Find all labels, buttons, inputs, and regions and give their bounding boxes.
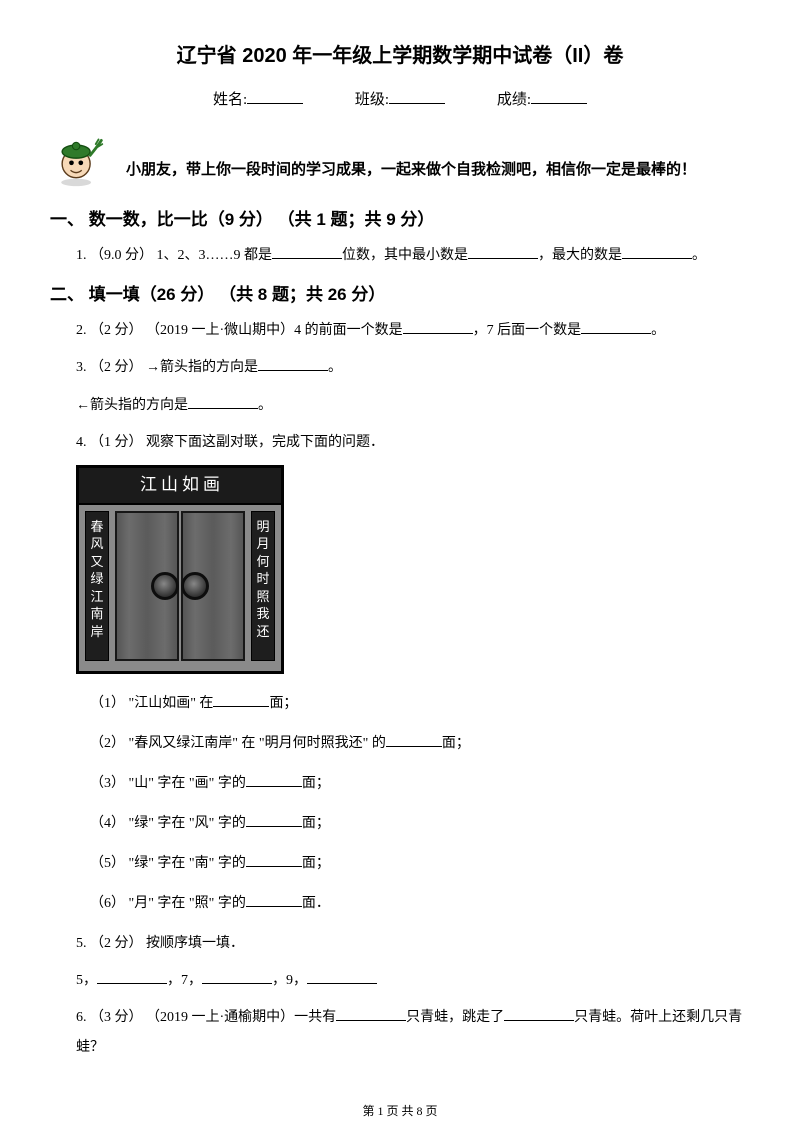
q5-blank-3[interactable] [307,970,377,984]
s2-blank[interactable] [386,733,442,747]
s6-b: 面． [302,896,330,911]
s1-a: （1） "江山如画" 在 [90,696,213,711]
q6-a: 6. （3 分） （2019 一上·通榆期中）一共有 [76,1010,336,1025]
q2-blank-1[interactable] [403,320,473,334]
q3-text-a: 3. （2 分） →箭头指的方向是 [76,360,258,375]
info-line: 姓名: 班级: 成绩: [50,88,750,112]
q5-b: ，7， [167,973,202,988]
s6-blank[interactable] [246,893,302,907]
question-4: 4. （1 分） 观察下面这副对联，完成下面的问题． [76,428,750,457]
cartoon-icon [50,132,106,188]
question-1: 1. （9.0 分） 1、2、3……9 都是 位数，其中最小数是 ，最大的数是 。 [76,241,750,270]
s4-b: 面； [302,816,330,831]
intro-row: 小朋友，带上你一段时间的学习成果，一起来做个自我检测吧，相信你一定是最棒的！ [50,132,750,188]
q5-c: ，9， [272,973,307,988]
q2-text-a: 2. （2 分） （2019 一上·微山期中）4 的前面一个数是 [76,323,403,338]
question-4-3: （3） "山" 字在 "画" 字的 面； [90,768,750,800]
question-4-5: （5） "绿" 字在 "南" 字的 面； [90,848,750,880]
q1-blank-3[interactable] [622,245,692,259]
door-left [115,511,179,661]
s4-a: （4） "绿" 字在 "风" 字的 [90,816,246,831]
q1-blank-1[interactable] [272,245,342,259]
q2-text-c: 。 [651,323,665,338]
q3c-text-a: ←箭头指的方向是 [76,398,188,413]
intro-text: 小朋友，带上你一段时间的学习成果，一起来做个自我检测吧，相信你一定是最棒的！ [106,158,696,188]
couplet-right: 明月何时照我还 [251,511,275,661]
s2-a: （2） "春风又绿江南岸" 在 "明月何时照我还" 的 [90,736,386,751]
question-5-seq: 5， ，7， ，9， [76,966,750,995]
question-4-6: （6） "月" 字在 "照" 字的 面． [90,888,750,920]
q1-text-c: ，最大的数是 [538,248,622,263]
score-label: 成绩: [497,92,531,108]
class-blank[interactable] [389,89,445,104]
section-2-head: 二、 填一填（26 分） （共 8 题；共 26 分） [50,281,750,308]
class-label: 班级: [355,92,389,108]
s5-blank[interactable] [246,853,302,867]
name-label: 姓名: [213,92,247,108]
couplet-left: 春风又绿江南岸 [85,511,109,661]
page-title: 辽宁省 2020 年一年级上学期数学期中试卷（II）卷 [50,40,750,72]
question-4-1: （1） "江山如画" 在 面； [90,688,750,720]
name-blank[interactable] [247,89,303,104]
s6-a: （6） "月" 字在 "照" 字的 [90,896,246,911]
q3c-text-b: 。 [258,398,272,413]
question-2: 2. （2 分） （2019 一上·微山期中）4 的前面一个数是 ，7 后面一个数… [76,316,750,345]
couplet-image: 江山如画 春风又绿江南岸 明月何时照我还 [76,465,750,673]
q5-blank-2[interactable] [202,970,272,984]
question-3-cont: ←箭头指的方向是 。 [76,391,750,420]
couplet-top: 江山如画 [79,468,281,504]
page-footer: 第 1 页 共 8 页 [50,1102,750,1121]
q1-blank-2[interactable] [468,245,538,259]
q1-text-a: 1. （9.0 分） 1、2、3……9 都是 [76,248,272,263]
score-blank[interactable] [531,89,587,104]
section-1-head: 一、 数一数，比一比（9 分） （共 1 题；共 9 分） [50,206,750,233]
q5-a: 5， [76,973,97,988]
s5-b: 面； [302,856,330,871]
q1-text-d: 。 [692,248,706,263]
q1-text-b: 位数，其中最小数是 [342,248,468,263]
question-5: 5. （2 分） 按顺序填一填． [76,929,750,958]
s3-b: 面； [302,776,330,791]
question-3: 3. （2 分） →箭头指的方向是 。 [76,353,750,382]
q2-text-b: ，7 后面一个数是 [473,323,582,338]
question-4-4: （4） "绿" 字在 "风" 字的 面； [90,808,750,840]
s4-blank[interactable] [246,813,302,827]
q3c-blank[interactable] [188,395,258,409]
s3-blank[interactable] [246,773,302,787]
s1-blank[interactable] [213,693,269,707]
question-4-2: （2） "春风又绿江南岸" 在 "明月何时照我还" 的 面； [90,728,750,760]
s5-a: （5） "绿" 字在 "南" 字的 [90,856,246,871]
s1-b: 面； [269,696,297,711]
q3-text-b: 。 [328,360,342,375]
q6-b: 只青蛙，跳走了 [406,1010,504,1025]
q6-blank-2[interactable] [504,1007,574,1021]
door-right [181,511,245,661]
q6-blank-1[interactable] [336,1007,406,1021]
s2-b: 面； [442,736,470,751]
question-6: 6. （3 分） （2019 一上·通榆期中）一共有只青蛙，跳走了只青蛙。荷叶上… [76,1003,750,1062]
q5-blank-1[interactable] [97,970,167,984]
q2-blank-2[interactable] [581,320,651,334]
q3-blank-1[interactable] [258,357,328,371]
s3-a: （3） "山" 字在 "画" 字的 [90,776,246,791]
